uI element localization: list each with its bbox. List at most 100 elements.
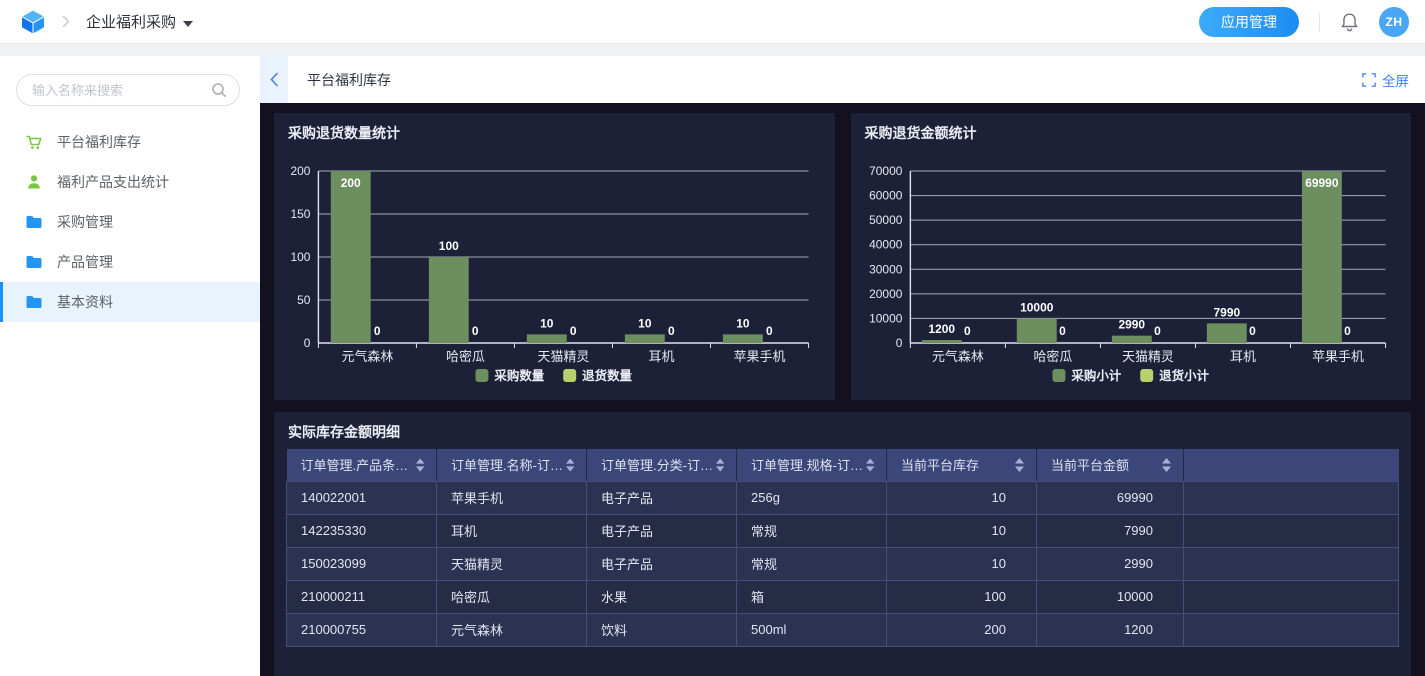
bar-value-label: 2990 [1118,318,1145,332]
y-tick-label: 100 [290,250,310,264]
bar-value-label: 0 [374,324,381,338]
bar-value-label: 10000 [1020,300,1054,314]
search-icon[interactable] [211,82,227,103]
sidebar-item-basic-data[interactable]: 基本资料 [0,282,260,322]
sort-icon[interactable] [865,458,874,472]
folder-icon [25,213,43,231]
table-row: 140022001 苹果手机 电子产品 256g 10 69990 [286,481,1399,515]
navbar-divider [1319,12,1320,31]
bar-value-label: 0 [1344,324,1351,338]
table-cell: 10 [886,547,1037,581]
legend-label[interactable]: 退货数量 [582,368,632,383]
table-cell: 150023099 [286,547,437,581]
page-title: 平台福利库存 [307,71,391,88]
table-cell [1183,481,1399,515]
app-logo-icon[interactable] [20,8,46,35]
x-category-label: 元气森林 [342,349,394,364]
table-cell: 256g [736,481,887,515]
column-header [1183,449,1399,482]
column-header[interactable]: 订单管理.产品条码-... [286,449,437,482]
legend-swatch[interactable] [1051,369,1065,382]
table-title: 实际库存金额明细 [288,424,400,440]
back-button[interactable] [260,56,288,103]
table-cell: 210000211 [286,580,437,614]
app-manage-button[interactable]: 应用管理 [1199,6,1299,37]
sidebar-item-label: 福利产品支出统计 [57,174,169,190]
bar-value-label: 10 [638,316,652,330]
sidebar-item-platform-welfare-stock[interactable]: 平台福利库存 [0,122,260,162]
sort-icon[interactable] [715,458,724,472]
folder-icon [25,253,43,271]
breadcrumb-chevron-icon [62,15,70,28]
table-cell: 哈密瓜 [436,580,587,614]
chevron-left-icon [270,72,278,87]
x-category-label: 苹果手机 [734,349,786,364]
bar-chart-quantity: 0501001502002000元气森林1000哈密瓜100天猫精灵100耳机1… [290,164,810,383]
y-tick-label: 0 [304,336,311,350]
table-cell [1183,580,1399,614]
bar-采购数量 [330,171,371,343]
person-icon [25,173,43,191]
chart-panel-return-quantity: 采购退货数量统计 0 50 100 150 200 200 0 元气森林 100 0 哈密瓜 10 0 天… [274,113,835,400]
sidebar-item-product-management[interactable]: 产品管理 [0,242,260,282]
user-avatar[interactable]: ZH [1379,6,1409,37]
table-cell: 电子产品 [586,481,737,515]
table-cell: 天猫精灵 [436,547,587,581]
y-tick-label: 70000 [869,164,903,178]
legend-swatch[interactable] [1139,369,1153,382]
legend-label[interactable]: 采购小计 [1070,368,1121,383]
bar-采购小计 [1206,323,1247,343]
bar-value-label: 0 [570,324,577,338]
table-cell: 140022001 [286,481,437,515]
sidebar-item-purchase-management[interactable]: 采购管理 [0,202,260,242]
sidebar-item-label: 产品管理 [57,254,113,270]
sort-icon[interactable] [1015,457,1024,472]
chevron-down-icon[interactable] [183,14,194,32]
column-header[interactable]: 订单管理.名称-订单... [436,449,587,482]
table-header-row: 订单管理.产品条码-... 订单管理.名称-订单... 订单管理.分类-订单... 订… [286,449,1399,482]
chart-title: 采购退货金额统计 [864,125,977,141]
sidebar-item-welfare-expense-stats[interactable]: 福利产品支出统计 [0,162,260,202]
legend-swatch[interactable] [563,369,577,382]
table-cell: 1200 [1036,613,1184,647]
column-header[interactable]: 当前平台金额 [1036,449,1184,482]
sort-icon[interactable] [1162,457,1171,472]
bar-采购数量 [526,334,567,343]
sort-icon[interactable] [565,458,574,472]
x-category-label: 耳机 [649,349,675,364]
x-category-label: 哈密瓜 [1033,349,1072,364]
table-cell: 苹果手机 [436,481,587,515]
sidebar-item-label: 采购管理 [57,214,113,230]
bar-采购小计 [1301,171,1342,343]
table-cell: 电子产品 [586,514,737,548]
folder-icon [25,293,43,311]
bar-采购数量 [428,257,469,343]
fullscreen-button[interactable]: 全屏 [1362,70,1409,90]
app-title[interactable]: 企业福利采购 [86,14,177,31]
y-tick-label: 20000 [869,287,903,301]
notification-bell-icon[interactable] [1340,12,1359,32]
bar-采购数量 [722,334,763,343]
column-header-label: 订单管理.名称-订单... [451,458,566,474]
column-header[interactable]: 当前平台库存 [886,449,1037,482]
table-cell: 常规 [736,514,887,548]
chart-panel-return-amount: 采购退货金额统计 0 10000 20000 30000 40000 50000 60000… [850,113,1411,400]
y-tick-label: 30000 [869,262,903,276]
column-header-label: 订单管理.产品条码-... [300,458,416,474]
search-input[interactable] [16,74,240,106]
sort-icon[interactable] [415,458,424,472]
table-row: 210000755 元气森林 饮料 500ml 200 1200 [286,613,1399,647]
y-tick-label: 40000 [869,238,903,252]
top-navbar: 企业福利采购 应用管理 ZH [0,0,1425,44]
legend-label[interactable]: 采购数量 [493,368,544,383]
column-header-label: 订单管理.规格-订单... [751,458,866,474]
legend-swatch[interactable] [475,369,489,382]
table-cell: 10 [886,514,1037,548]
legend-label[interactable]: 退货小计 [1159,368,1209,383]
table-cell: 69990 [1036,481,1184,515]
bar-采购小计 [1111,335,1152,343]
column-header[interactable]: 订单管理.规格-订单... [736,449,887,482]
column-header[interactable]: 订单管理.分类-订单... [586,449,737,482]
inventory-table: 订单管理.产品条码-... 订单管理.名称-订单... 订单管理.分类-订单... 订… [286,449,1399,647]
y-tick-label: 10000 [869,311,903,325]
